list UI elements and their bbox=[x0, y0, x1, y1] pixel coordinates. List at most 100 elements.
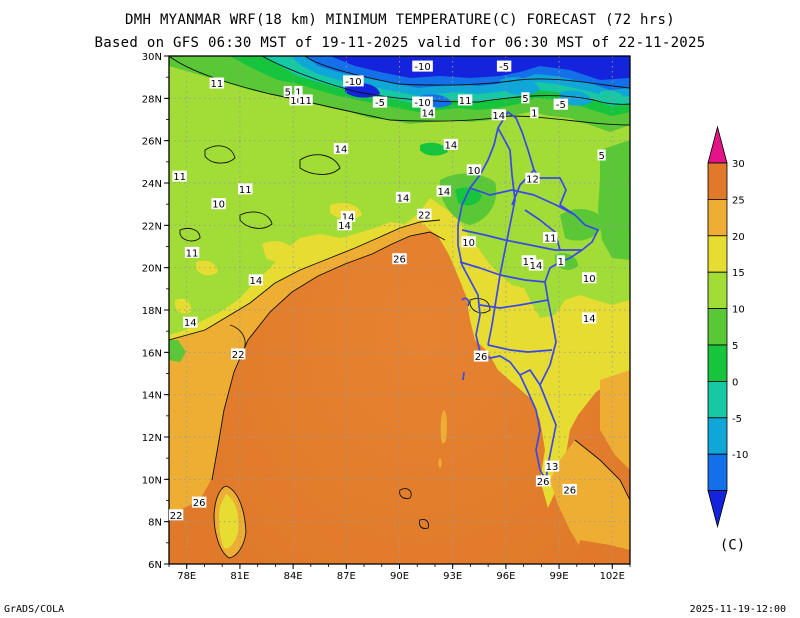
contour-label-bg bbox=[491, 109, 506, 121]
y-tick-label: 10N bbox=[142, 475, 162, 486]
contour-label-bg bbox=[183, 316, 198, 328]
colorbar-label: 25 bbox=[732, 195, 745, 206]
contour-label: -5 bbox=[375, 98, 385, 109]
colorbar-segment bbox=[707, 380, 728, 419]
x-tick-label: 87E bbox=[337, 571, 356, 582]
contour-label-bg bbox=[417, 208, 432, 220]
contour-label-bg bbox=[473, 350, 489, 362]
colorbar-label: -5 bbox=[732, 414, 742, 425]
contour-label-bg bbox=[544, 460, 560, 472]
colorbar-label: 5 bbox=[732, 341, 738, 352]
y-tick-label: 14N bbox=[142, 391, 162, 402]
contour-label: 26 bbox=[475, 352, 488, 363]
contour-label-bg bbox=[597, 149, 606, 161]
contour-label: 10 bbox=[290, 96, 303, 107]
contour-label: -10 bbox=[414, 62, 430, 73]
contour-label-bg bbox=[412, 96, 433, 108]
x-tick-label: 90E bbox=[390, 571, 409, 582]
contour-label-bg bbox=[496, 60, 512, 72]
contour-label-bg bbox=[184, 246, 200, 258]
contour-label-bg bbox=[443, 138, 459, 150]
contour-label: 22 bbox=[418, 210, 431, 221]
contour-label: 1 bbox=[531, 109, 537, 120]
colorbar-segment bbox=[707, 308, 728, 346]
contour-label-bg bbox=[337, 219, 352, 231]
contour-label: 11 bbox=[459, 96, 472, 107]
contour-label: 11 bbox=[186, 248, 199, 259]
contour-label-bg bbox=[372, 96, 388, 108]
y-tick-label: 24N bbox=[142, 179, 162, 190]
map-subtitle: Based on GFS 06:30 MST of 19-11-2025 val… bbox=[94, 35, 706, 51]
contour-label: 1 bbox=[295, 87, 301, 98]
contour-label: 26 bbox=[193, 498, 206, 509]
colorbar-label: 15 bbox=[732, 268, 745, 279]
contour-label: 14 bbox=[184, 318, 197, 329]
contour-label: 26 bbox=[537, 477, 550, 488]
contour-label-bg bbox=[172, 170, 187, 182]
colorbar-segment bbox=[707, 198, 728, 237]
contour-label-bg bbox=[209, 77, 225, 89]
contour-label: -10 bbox=[414, 98, 430, 109]
contour-label-bg bbox=[238, 183, 253, 195]
contour-label-bg bbox=[420, 107, 436, 119]
contour-label: 10 bbox=[468, 166, 481, 177]
footer-timestamp: 2025-11-19-12:00 bbox=[689, 604, 786, 615]
contour-label-bg bbox=[436, 185, 452, 197]
y-tick-label: 6N bbox=[148, 560, 162, 571]
contour-label: 14 bbox=[338, 221, 351, 232]
contour-label: -5 bbox=[499, 62, 509, 73]
footer-software: GrADS/COLA bbox=[4, 604, 65, 615]
contour-label-bg bbox=[230, 348, 246, 360]
colorbar-label: 0 bbox=[732, 377, 738, 388]
contour-label-bg bbox=[211, 198, 226, 210]
y-tick-label: 22N bbox=[142, 221, 162, 232]
colorbar-segment bbox=[707, 417, 728, 455]
contour-label-bg bbox=[298, 94, 313, 106]
contour-label: 5 bbox=[598, 151, 604, 162]
colorbar-segment bbox=[707, 235, 728, 273]
contour-label: 14 bbox=[492, 111, 505, 122]
contour-label-bg bbox=[343, 75, 364, 87]
peninsula-land bbox=[550, 440, 630, 564]
contour-label-bg bbox=[392, 253, 407, 265]
contour-label-bg bbox=[168, 509, 184, 521]
contour-label: 13 bbox=[546, 462, 559, 473]
contour-label: 11 bbox=[544, 234, 557, 245]
contour-label-bg bbox=[521, 92, 530, 104]
contour-label: 11 bbox=[211, 79, 224, 90]
contour-label: 10 bbox=[212, 200, 225, 211]
y-tick-label: 28N bbox=[142, 94, 162, 105]
contour-label-bg bbox=[333, 143, 349, 155]
tibet-coldest bbox=[330, 56, 630, 80]
colorbar-bottom-arrow bbox=[707, 490, 728, 529]
y-tick-label: 20N bbox=[142, 264, 162, 275]
map-title: DMH MYANMAR WRF(18 km) MINIMUM TEMPERATU… bbox=[125, 12, 675, 28]
contour-label-bg bbox=[248, 274, 264, 286]
contour-label-bg bbox=[283, 85, 292, 97]
contour-label-bg bbox=[395, 191, 411, 203]
y-tick-label: 30N bbox=[142, 52, 162, 63]
colorbar-unit: (C) bbox=[720, 538, 745, 554]
contour-label-bg bbox=[530, 107, 539, 119]
contour-label: 1 bbox=[558, 257, 564, 268]
contour-label: 14 bbox=[445, 140, 458, 151]
contour-label: 11 bbox=[299, 96, 312, 107]
x-axis: 78E 81E 84E 87E 90E 93E 96E 99E 102E bbox=[168, 564, 631, 582]
contour-label: 10 bbox=[462, 238, 475, 249]
contour-label-bg bbox=[461, 236, 476, 248]
contour-label-bg bbox=[543, 232, 558, 244]
contour-label-bg bbox=[340, 210, 356, 222]
contour-label-bg bbox=[457, 94, 473, 106]
y-tick-label: 12N bbox=[142, 433, 162, 444]
contour-label: 11 bbox=[239, 185, 252, 196]
x-tick-label: 78E bbox=[177, 571, 196, 582]
contour-label: -10 bbox=[345, 77, 361, 88]
contour-label-bg bbox=[525, 172, 540, 184]
colorbar-top-arrow bbox=[707, 125, 728, 164]
contour-label-bg bbox=[556, 255, 565, 267]
contour-label: 11 bbox=[173, 172, 186, 183]
y-tick-label: 16N bbox=[142, 348, 162, 359]
contour-label-bg bbox=[412, 60, 433, 72]
colorbar-label: 30 bbox=[732, 159, 745, 170]
contour-label: 14 bbox=[422, 109, 435, 120]
